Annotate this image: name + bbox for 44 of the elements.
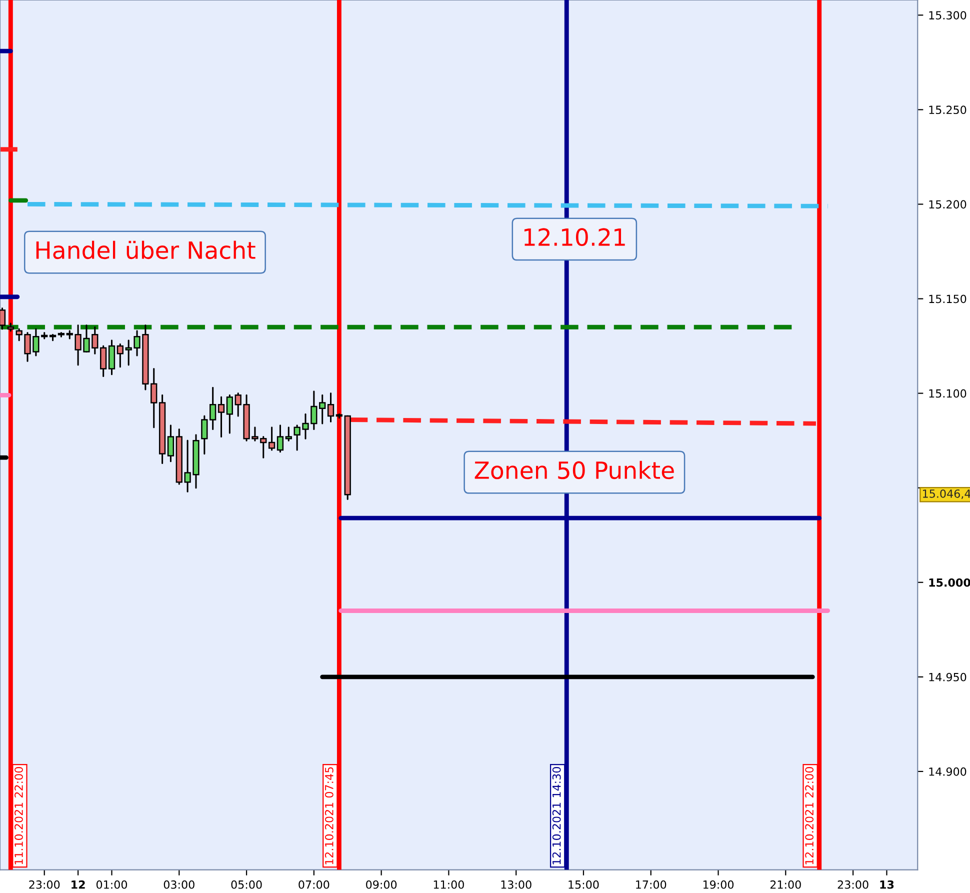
- candlestick: [108, 340, 116, 376]
- x-tick-label: 23:00: [838, 880, 868, 889]
- x-tick-label: 12: [72, 880, 85, 889]
- annotation: Zonen 50 Punkte: [474, 460, 674, 480]
- candlestick: [167, 424, 174, 462]
- ref-line-label: 12.10.2021 22:00: [805, 767, 814, 864]
- annotation: Handel über Nacht: [36, 240, 256, 260]
- x-tick-label: 21:00: [770, 880, 801, 889]
- y-tick-label: 15.150: [929, 294, 966, 304]
- x-tick-label: 13:00: [501, 880, 532, 889]
- y-tick-label: 15.000: [929, 578, 970, 587]
- x-tick-label: 05:00: [231, 880, 262, 889]
- candlestick: [210, 386, 216, 430]
- candlestick: [218, 396, 225, 438]
- x-tick-label: 07:00: [298, 880, 330, 889]
- y-tick-label: 15.300: [929, 11, 966, 20]
- candlestick: [226, 394, 234, 434]
- candlestick: [319, 394, 326, 424]
- x-tick-label: 13: [880, 880, 894, 889]
- y-tick-label: 15.250: [929, 106, 966, 114]
- ref-line-label: 12.10.2021 07:45: [324, 767, 334, 864]
- annotation: 12.10.21: [524, 228, 625, 246]
- y-tick-label: 14.950: [929, 672, 966, 682]
- x-tick-label: 23:00: [29, 880, 60, 889]
- y-tick-label: 15.200: [929, 200, 966, 209]
- candlestick: [268, 426, 276, 451]
- ref-line-label: 11.10.2021 22:00: [14, 767, 23, 864]
- x-tick-label: 17:00: [636, 880, 666, 889]
- candlestick: [116, 343, 124, 368]
- candlestick: [327, 392, 334, 422]
- candlestick: [276, 424, 284, 453]
- x-tick-label: 01:00: [96, 880, 128, 889]
- candlestick: [100, 345, 107, 378]
- x-tick-label: 03:00: [164, 880, 194, 889]
- y-tick-label: 15.100: [929, 389, 966, 398]
- x-tick-label: 11:00: [434, 880, 464, 889]
- ref-line-label: 12.10.2021 14:30: [552, 767, 561, 864]
- x-tick-label: 09:00: [366, 880, 397, 889]
- y-tick-label: 14.900: [929, 767, 966, 776]
- candlestick: [201, 415, 208, 455]
- x-tick-label: 19:00: [703, 880, 734, 889]
- x-tick-label: 15:00: [568, 880, 599, 889]
- candlestick: [285, 426, 292, 442]
- candlestick: [0, 307, 6, 330]
